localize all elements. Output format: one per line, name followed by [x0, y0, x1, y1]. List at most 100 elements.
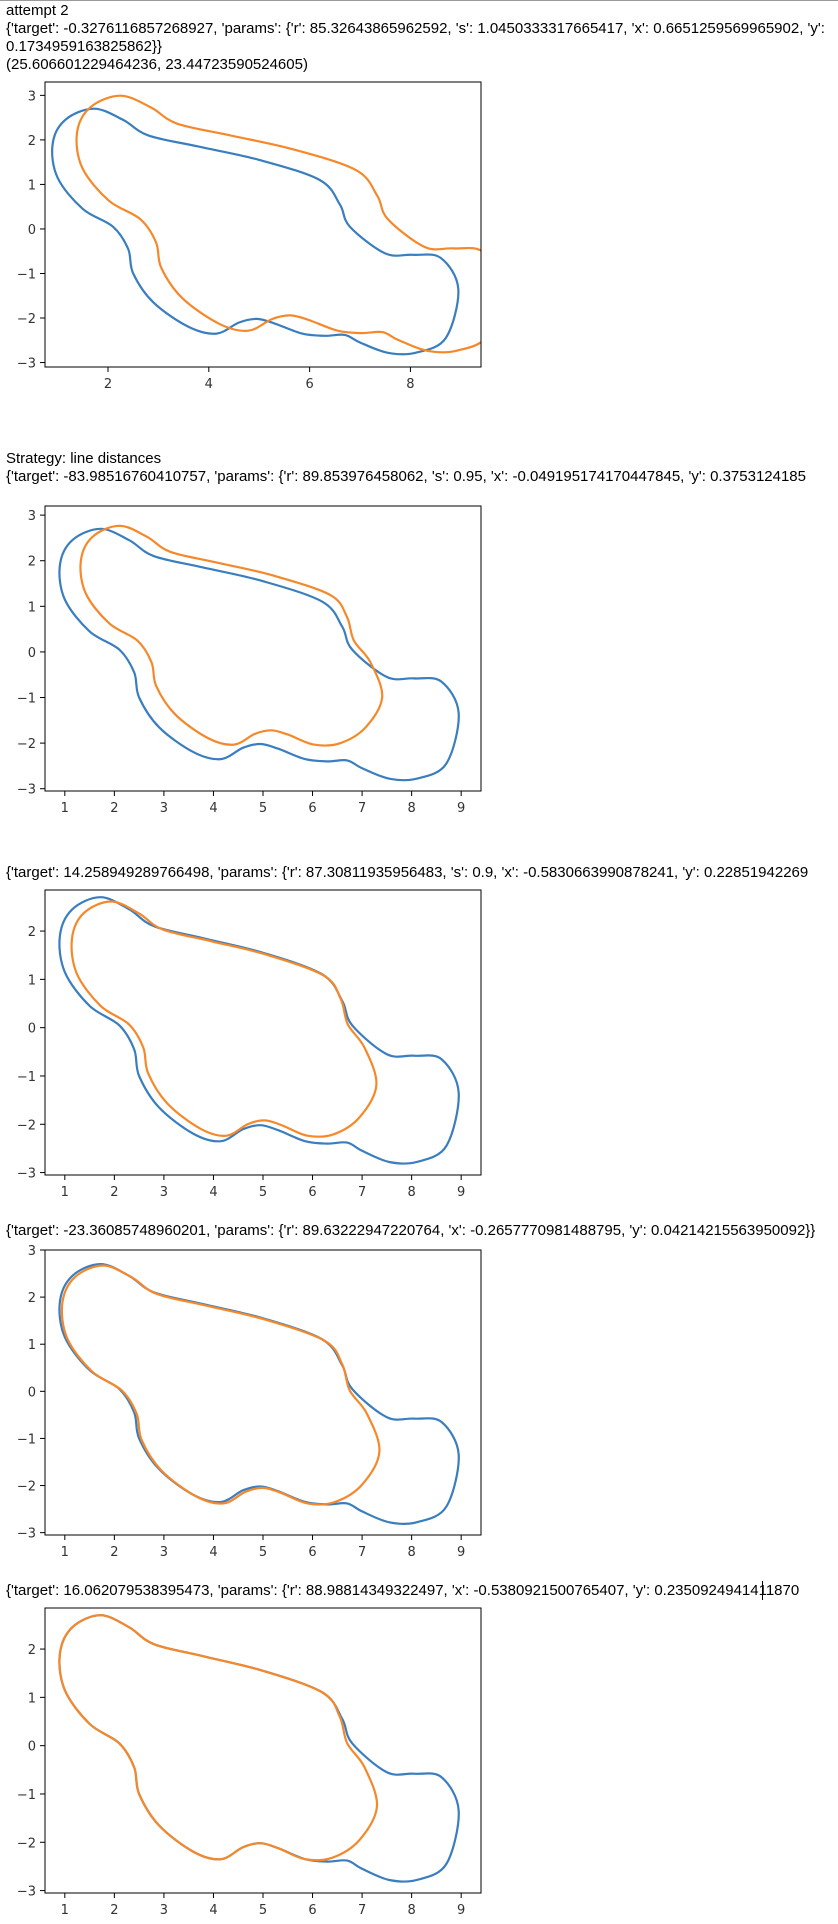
x-tick-label: 2	[104, 377, 112, 392]
plot-area	[58, 896, 460, 1165]
axes-frame	[44, 889, 482, 1176]
strategy-label: Strategy: line distances	[6, 450, 162, 467]
y-tick-label: 0	[28, 223, 36, 238]
x-tick-label: 3	[160, 1545, 168, 1560]
orange-curve	[58, 1614, 379, 1862]
chart-svg: 1 2 3 4 5 6 7 8 9 2 1 0 −1 −2 −3	[17, 889, 482, 1200]
chart-svg: 1 2 3 4 5 6 7 8 9 3 2 1 0 −1 −2 −3	[17, 505, 482, 816]
x-tick-label: 5	[259, 801, 267, 816]
x-tick-label: 6	[308, 1903, 316, 1918]
x-tick-label: 6	[308, 801, 316, 816]
plot-area	[58, 1262, 460, 1526]
output-line: {'target': 14.258949289766498, 'params':…	[6, 864, 809, 881]
y-tick-label: −3	[17, 783, 36, 798]
y-tick-label: 0	[28, 1385, 36, 1400]
output-heading: attempt 2	[6, 2, 69, 19]
x-tick-label: 3	[160, 1185, 168, 1200]
plot-output: 1 2 3 4 5 6 7 8 9 2 1 0 −1 −2 −3	[0, 884, 838, 1204]
plot-area	[58, 1614, 460, 1883]
x-tick-label: 2	[110, 1185, 118, 1200]
y-tick-label: 1	[28, 973, 36, 988]
y-tick-label: −2	[17, 312, 36, 327]
axes-frame	[44, 1607, 482, 1894]
y-tick-label: −2	[17, 737, 36, 752]
x-tick-label: 7	[358, 1545, 366, 1560]
x-tick-label: 1	[61, 1185, 69, 1200]
y-tick-label: −1	[17, 1432, 36, 1447]
blue-curve	[58, 896, 460, 1165]
y-tick-label: 0	[28, 1022, 36, 1037]
x-tick-label: 4	[209, 801, 217, 816]
y-tick-label: −1	[17, 1070, 36, 1085]
x-tick-label: 1	[61, 801, 69, 816]
plot-area	[51, 94, 481, 356]
x-tick-label: 7	[358, 801, 366, 816]
x-tick-label: 6	[308, 1545, 316, 1560]
y-tick-label: 2	[28, 555, 36, 570]
x-tick-label: 2	[110, 801, 118, 816]
output-line: {'target': -23.36085748960201, 'params':…	[6, 1222, 816, 1239]
x-tick-label: 3	[160, 801, 168, 816]
x-tick-label: 5	[259, 1903, 267, 1918]
y-tick-label: 1	[28, 1338, 36, 1353]
blue-curve	[58, 1614, 460, 1883]
x-tick-label: 9	[457, 1545, 465, 1560]
y-tick-label: 2	[28, 1643, 36, 1658]
y-tick-label: 1	[28, 1691, 36, 1706]
orange-curve	[75, 94, 481, 354]
x-tick-label: 4	[209, 1545, 217, 1560]
chart-svg: 2 4 6 8 3 2 1 0 −1 −2 −3	[17, 81, 482, 392]
x-tick-label: 9	[457, 801, 465, 816]
x-tick-label: 5	[259, 1545, 267, 1560]
y-tick-label: 0	[28, 646, 36, 661]
plot-area	[58, 524, 460, 782]
x-tick-label: 8	[407, 801, 415, 816]
y-tick-label: −3	[17, 1527, 36, 1542]
x-tick-label: 6	[308, 1185, 316, 1200]
y-tick-label: −1	[17, 267, 36, 282]
x-tick-label: 9	[457, 1185, 465, 1200]
y-tick-label: 2	[28, 1291, 36, 1306]
y-tick-label: 3	[28, 1244, 36, 1259]
y-tick-label: 1	[28, 600, 36, 615]
x-tick-label: 6	[305, 377, 313, 392]
x-tick-label: 8	[406, 377, 414, 392]
x-tick-label: 2	[110, 1903, 118, 1918]
blue-curve	[51, 107, 460, 356]
orange-curve	[79, 524, 384, 747]
output-line: {'target': 16.062079538395473, 'params':…	[6, 1582, 800, 1599]
x-tick-label: 2	[110, 1545, 118, 1560]
y-tick-label: −3	[17, 357, 36, 372]
y-tick-label: 0	[28, 1740, 36, 1755]
x-tick-label: 8	[407, 1185, 415, 1200]
y-tick-label: −2	[17, 1480, 36, 1495]
text-cursor	[762, 1581, 763, 1600]
plot-output: 1 2 3 4 5 6 7 8 9 3 2 1 0 −1 −2 −3	[0, 500, 838, 820]
x-tick-label: 1	[61, 1545, 69, 1560]
blue-curve	[58, 1262, 460, 1526]
output-line: (25.606601229464236, 23.44723590524605)	[6, 56, 308, 73]
x-tick-label: 8	[407, 1903, 415, 1918]
x-tick-label: 5	[259, 1185, 267, 1200]
y-tick-label: 2	[28, 134, 36, 149]
plot-output: 2 4 6 8 3 2 1 0 −1 −2 −3	[0, 76, 838, 396]
x-tick-label: 3	[160, 1903, 168, 1918]
x-tick-label: 4	[209, 1903, 217, 1918]
x-tick-label: 1	[61, 1903, 69, 1918]
y-tick-label: −1	[17, 692, 36, 707]
y-tick-label: −3	[17, 1167, 36, 1182]
x-tick-label: 4	[209, 1185, 217, 1200]
plot-output: 1 2 3 4 5 6 7 8 9 3 2 1 0 −1 −2 −3	[0, 1244, 838, 1564]
y-tick-label: −2	[17, 1118, 36, 1133]
y-tick-label: −1	[17, 1788, 36, 1803]
output-line: {'target': -0.3276116857268927, 'params'…	[6, 20, 825, 37]
x-tick-label: 4	[205, 377, 213, 392]
window-top-border	[0, 0, 838, 1]
orange-curve	[70, 900, 378, 1138]
axes-frame	[44, 505, 482, 792]
y-tick-label: −2	[17, 1836, 36, 1851]
output-line: {'target': -83.98516760410757, 'params':…	[6, 468, 806, 485]
axes-frame	[44, 1249, 482, 1536]
y-tick-label: 3	[28, 89, 36, 104]
x-tick-label: 9	[457, 1903, 465, 1918]
